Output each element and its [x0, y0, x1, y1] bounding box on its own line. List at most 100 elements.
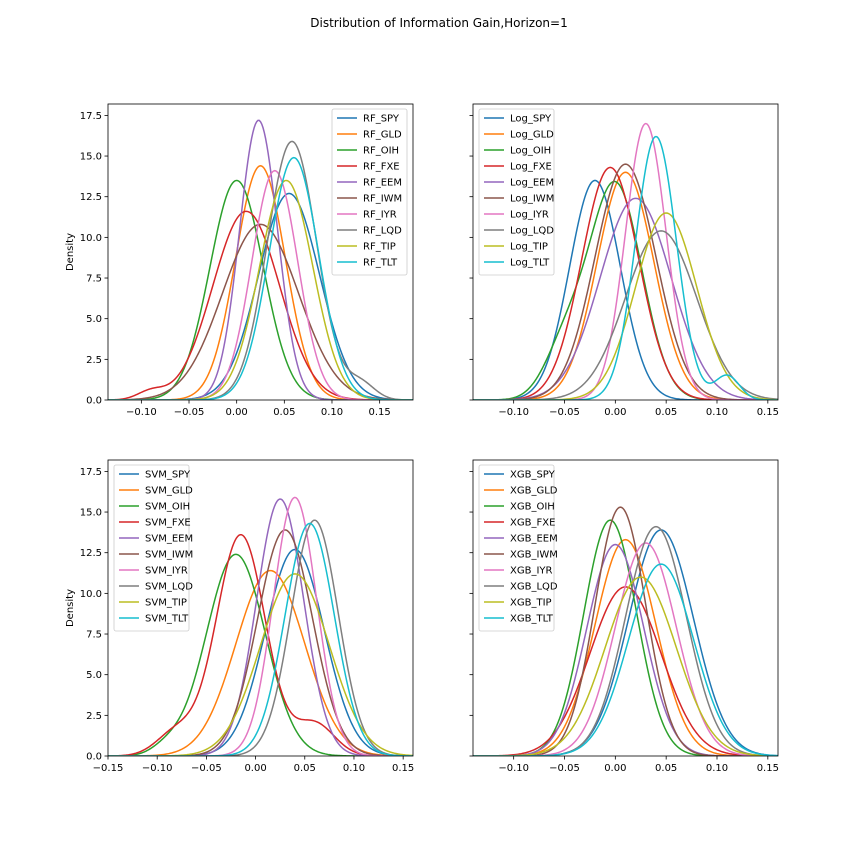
y-tick-label: 12.5 — [80, 192, 102, 203]
series-line-log-iwm — [473, 163, 778, 400]
y-tick-label: 2.5 — [86, 355, 102, 366]
subplot-grid: −0.10 −0.05 0.00 0.05 0.10 0.15 0.0 2.5 5.0 7.5 10… — [65, 103, 779, 774]
figure-title: Distribution of Information Gain,Horizon… — [310, 16, 567, 30]
x-tick-label: 0.15 — [392, 763, 414, 774]
y-axis-label: Density — [65, 233, 76, 271]
legend-entry: SVM_FXE — [145, 518, 191, 529]
series-line-rf-lqd — [108, 140, 413, 400]
legend-entry: XGB_IWM — [510, 550, 558, 561]
series-line-rf-tlt — [108, 156, 413, 400]
series-line-svm-iyr — [108, 496, 413, 756]
subplot-1: −0.10 −0.05 0.00 0.05 0.10 0.15 0.0 2.5 5.0 7.5 10… — [65, 103, 414, 418]
legend: SVM_SPY SVM_GLD SVM_OIH SVM_FXE SVM_EEM SVM_I… — [113, 464, 193, 632]
y-tick-label: 2.5 — [86, 711, 102, 722]
legend: RF_SPY RF_GLD RF_OIH RF_FXE RF_EEM RF_IWM RF_I… — [331, 108, 408, 276]
x-tick-label: 0.15 — [757, 763, 779, 774]
legend-entry: RF_OIH — [363, 146, 399, 157]
y-tick-label: 0.0 — [86, 752, 102, 763]
legend-entry: SVM_LQD — [145, 582, 193, 593]
legend-entry: Log_SPY — [510, 114, 552, 125]
legend-entry: XGB_TIP — [510, 598, 552, 609]
legend: Log_SPY Log_GLD Log_OIH Log_FXE Log_EEM Log_I… — [478, 108, 555, 276]
subplot-4: −0.10 −0.05 0.00 0.05 0.10 0.15 XGB_SPY XGB_GLD… — [469, 459, 779, 774]
subplot-3: −0.15 −0.10 −0.05 0.00 0.05 0.10 0.15 0.0 2.5 5.0… — [65, 459, 414, 774]
x-tick-label: 0.10 — [706, 763, 728, 774]
legend-entry: SVM_EEM — [145, 534, 193, 545]
legend-entry: XGB_IYR — [510, 566, 553, 577]
x-tick-label: −0.10 — [498, 407, 529, 418]
legend: XGB_SPY XGB_GLD XGB_OIH XGB_FXE XGB_EEM XGB_I… — [478, 464, 558, 632]
y-tick-label: 7.5 — [86, 274, 102, 285]
series-line-rf-oih — [108, 179, 413, 400]
x-tick-label: 0.10 — [706, 407, 728, 418]
x-tick-label: 0.10 — [343, 763, 365, 774]
legend-entry: XGB_LQD — [510, 582, 558, 593]
series-line-svm-spy — [108, 548, 413, 756]
axes-frame — [472, 459, 779, 757]
x-tick-label: 0.00 — [226, 407, 248, 418]
legend-entry: RF_TIP — [363, 242, 396, 253]
subplot-2: −0.10 −0.05 0.00 0.05 0.10 0.15 Log_SPY Log_GLD… — [469, 103, 779, 418]
legend-entry: XGB_FXE — [510, 518, 555, 529]
series-line-svm-tlt — [108, 522, 413, 756]
legend-entry: RF_SPY — [363, 114, 400, 125]
x-tick-label: 0.05 — [294, 763, 316, 774]
legend-entry: Log_EEM — [510, 178, 554, 189]
y-tick-label: 12.5 — [80, 548, 102, 559]
x-tick-label: 0.05 — [655, 763, 677, 774]
legend-entry: Log_TLT — [510, 258, 550, 269]
legend-entry: Log_LQD — [510, 226, 554, 237]
x-tick-label: 0.00 — [244, 763, 266, 774]
x-tick-label: −0.15 — [93, 763, 124, 774]
series-line-xgb-tip — [473, 576, 778, 756]
x-tick-label: −0.05 — [174, 407, 205, 418]
x-tick-label: 0.00 — [604, 407, 626, 418]
y-tick-label: 15.0 — [80, 508, 102, 519]
legend-entry: SVM_GLD — [145, 486, 193, 497]
series-line-svm-eem — [108, 498, 413, 756]
legend-entry: SVM_OIH — [145, 502, 190, 513]
x-tick-label: 0.15 — [757, 407, 779, 418]
axes-frame — [472, 103, 779, 401]
series-line-log-spy — [473, 179, 778, 400]
x-tick-label: −0.10 — [142, 763, 173, 774]
legend-entry: RF_GLD — [363, 130, 402, 141]
y-tick-label: 10.0 — [80, 589, 102, 600]
legend-entry: Log_TIP — [510, 242, 548, 253]
y-tick-label: 5.0 — [86, 314, 102, 325]
legend-entry: SVM_IYR — [145, 566, 188, 577]
legend-entry: XGB_TLT — [510, 614, 554, 625]
y-tick-label: 17.5 — [80, 467, 102, 478]
x-tick-label: −0.05 — [191, 763, 222, 774]
x-tick-label: −0.10 — [498, 763, 529, 774]
x-tick-label: 0.05 — [273, 407, 295, 418]
legend-entry: Log_IYR — [510, 210, 549, 221]
legend-entry: Log_GLD — [510, 130, 554, 141]
x-tick-label: 0.15 — [369, 407, 391, 418]
legend-entry: RF_TLT — [363, 258, 398, 269]
y-tick-label: 0.0 — [86, 396, 102, 407]
y-tick-label: 5.0 — [86, 670, 102, 681]
x-tick-label: −0.05 — [549, 407, 580, 418]
legend-entry: SVM_SPY — [145, 470, 191, 481]
legend-entry: RF_IYR — [363, 210, 397, 221]
axes-frame — [107, 459, 414, 757]
series-line-log-tlt — [473, 135, 778, 400]
legend-entry: SVM_IWM — [145, 550, 193, 561]
legend-entry: XGB_EEM — [510, 534, 558, 545]
legend-entry: SVM_TIP — [145, 598, 187, 609]
legend-entry: XGB_OIH — [510, 502, 555, 513]
x-tick-label: 0.10 — [321, 407, 343, 418]
legend-entry: XGB_GLD — [510, 486, 558, 497]
legend-entry: RF_EEM — [363, 178, 402, 189]
legend-entry: RF_FXE — [363, 162, 400, 173]
y-tick-label: 7.5 — [86, 630, 102, 641]
y-tick-label: 10.0 — [80, 233, 102, 244]
y-tick-label: 15.0 — [80, 152, 102, 163]
legend-entry: Log_FXE — [510, 162, 552, 173]
axes-frame — [107, 103, 414, 401]
legend-entry: XGB_SPY — [510, 470, 556, 481]
legend-entry: Log_IWM — [510, 194, 554, 205]
legend-entry: RF_LQD — [363, 226, 402, 237]
